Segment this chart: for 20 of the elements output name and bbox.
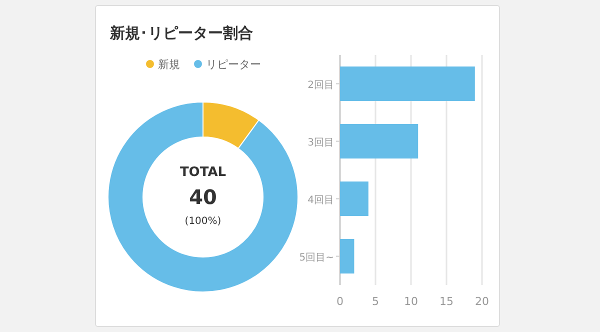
x-tick-label: 15 (440, 295, 454, 308)
y-tick-label: 4回目 (308, 194, 334, 206)
y-tick-label: 3回目 (308, 137, 334, 148)
x-tick-label: 0 (336, 295, 344, 308)
x-tick-label: 5 (372, 295, 379, 308)
bar (340, 66, 475, 101)
text: 40 (189, 185, 217, 209)
text: TOTAL (180, 165, 226, 180)
x-tick-label: 10 (404, 295, 418, 308)
chart-title: 新規･リピーター割合 (109, 24, 253, 42)
y-tick-label: 5回目~ (299, 252, 334, 264)
text: (100%) (184, 216, 222, 227)
donut-slice (108, 102, 298, 292)
x-tick-label: 20 (475, 295, 489, 308)
bar (340, 182, 368, 216)
bar (340, 239, 354, 274)
y-tick-label: 2回目 (308, 80, 334, 91)
bar (340, 124, 418, 158)
legend-label: リピーター (206, 58, 261, 71)
legend-label: 新規 (158, 58, 180, 71)
